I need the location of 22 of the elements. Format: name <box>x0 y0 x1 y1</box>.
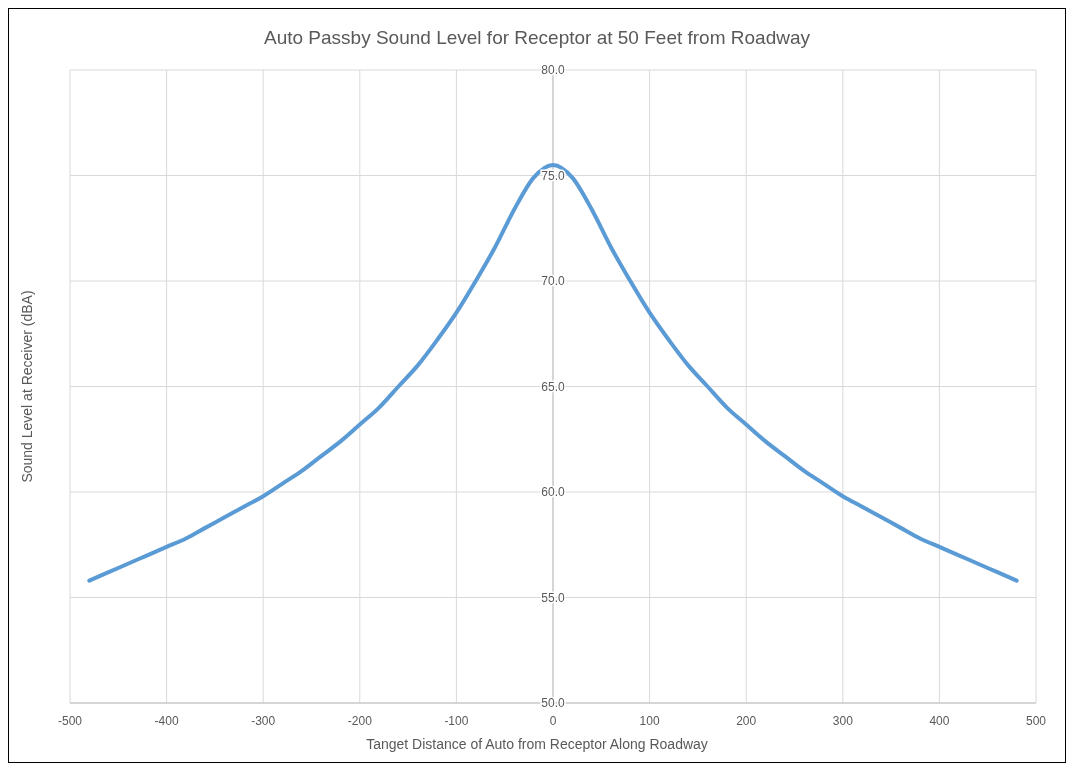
y-tick-label: 60.0 <box>541 485 565 499</box>
x-tick-label: 300 <box>832 714 854 728</box>
y-tick-label: 55.0 <box>541 590 565 605</box>
x-tick-label: -500 <box>57 714 83 728</box>
y-tick-label: 70.0 <box>541 274 565 288</box>
y-tick-label: 50.0 <box>541 696 565 710</box>
line-series <box>87 162 1019 583</box>
chart-title: Auto Passby Sound Level for Receptor at 50 Feet from Roadway <box>263 27 811 48</box>
x-tick-label: -200 <box>347 714 373 728</box>
x-tick-label: 400 <box>929 714 950 728</box>
y-tick-label: 75.0 <box>541 168 565 183</box>
y-tick-label: 65.0 <box>541 379 565 394</box>
x-tick-label: -400 <box>154 714 179 728</box>
x-tick-label: 0 <box>549 714 557 728</box>
x-tick-label: 500 <box>1025 714 1047 728</box>
x-tick-label: -300 <box>251 714 276 728</box>
x-tick-label: 200 <box>736 714 757 728</box>
x-axis-title: Tanget Distance of Auto from Receptor Along Roadway <box>366 736 708 752</box>
y-tick-label: 80.0 <box>541 63 565 77</box>
y-axis-title: Sound Level at Receiver (dBA) <box>19 290 35 483</box>
x-tick-label: -100 <box>444 714 469 728</box>
x-tick-label: 100 <box>639 714 660 728</box>
